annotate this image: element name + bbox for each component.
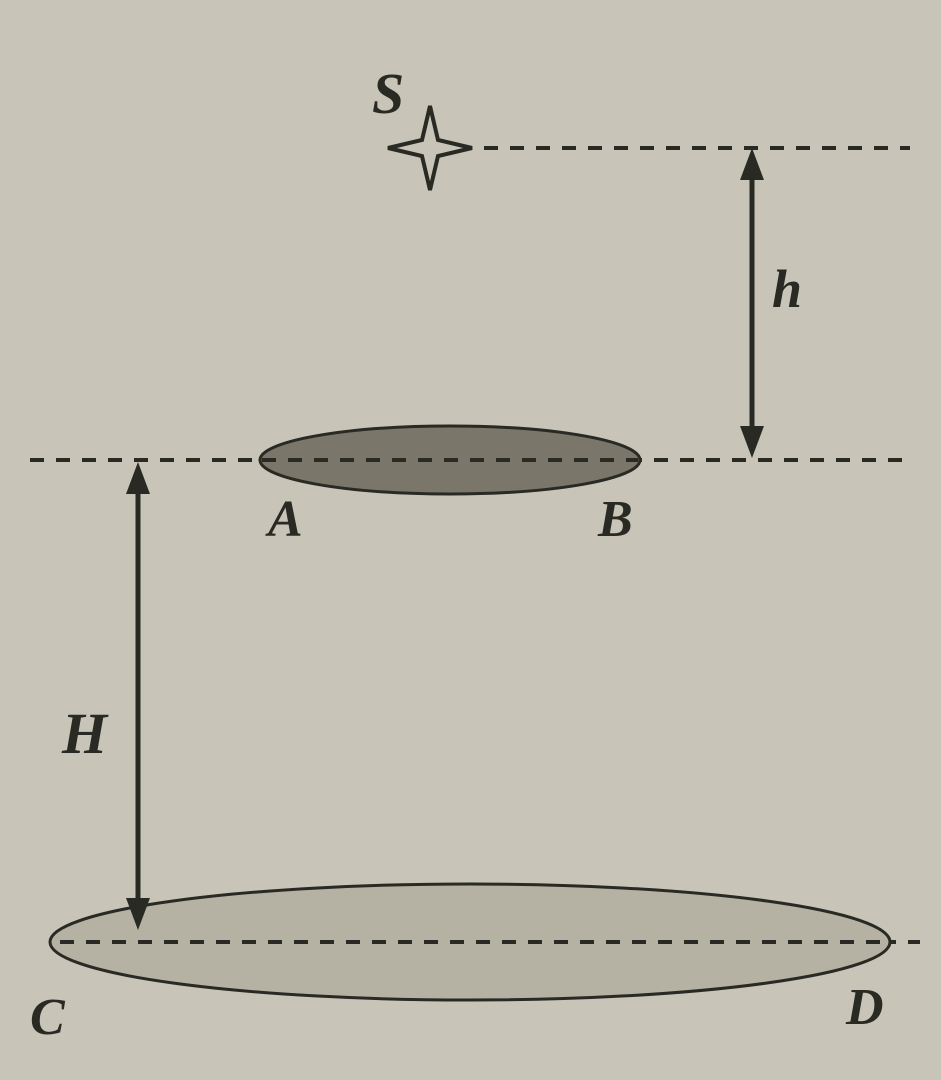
arrow-h-head-bottom <box>740 426 764 458</box>
arrow-H-head-top <box>126 462 150 494</box>
arrow-h-head-top <box>740 148 764 180</box>
diagram-svg <box>0 0 941 1080</box>
diagram-canvas: S h H A B C D <box>0 0 941 1080</box>
label-A: A <box>268 490 303 549</box>
label-H: H <box>62 700 107 767</box>
label-S: S <box>372 60 404 127</box>
label-D: D <box>846 978 884 1037</box>
label-C: C <box>30 988 65 1047</box>
label-h: h <box>772 258 802 320</box>
label-B: B <box>598 490 633 549</box>
